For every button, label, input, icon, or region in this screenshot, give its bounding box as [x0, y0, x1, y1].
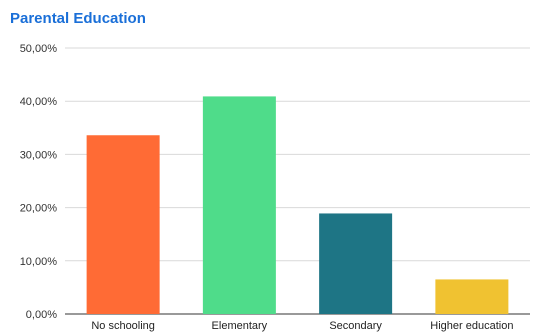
y-tick-label: 0,00%	[26, 309, 57, 321]
bars	[86, 96, 509, 314]
chart-title: Parental Education	[10, 10, 146, 27]
x-tick-label: Secondary	[329, 320, 382, 332]
x-tick-label: Elementary	[212, 320, 268, 332]
bar-elementary	[202, 96, 276, 314]
x-tick-label: No schooling	[91, 320, 155, 332]
y-tick-label: 40,00%	[20, 96, 58, 108]
y-tick-label: 10,00%	[20, 256, 58, 268]
y-tick-label: 30,00%	[20, 149, 58, 161]
x-tick-label: Higher education	[430, 320, 513, 332]
bar-secondary	[319, 213, 393, 314]
y-tick-label: 20,00%	[20, 203, 58, 215]
y-tick-label: 50,00%	[20, 43, 58, 55]
x-axis-ticks: No schooling Elementary Secondary Higher ed…	[91, 320, 513, 332]
bar-no-schooling	[86, 135, 160, 314]
bar-higher-education	[435, 279, 509, 314]
y-axis-ticks: 0,00% 10,00% 20,00% 30,00% 40,00% 50,00%	[20, 43, 58, 321]
